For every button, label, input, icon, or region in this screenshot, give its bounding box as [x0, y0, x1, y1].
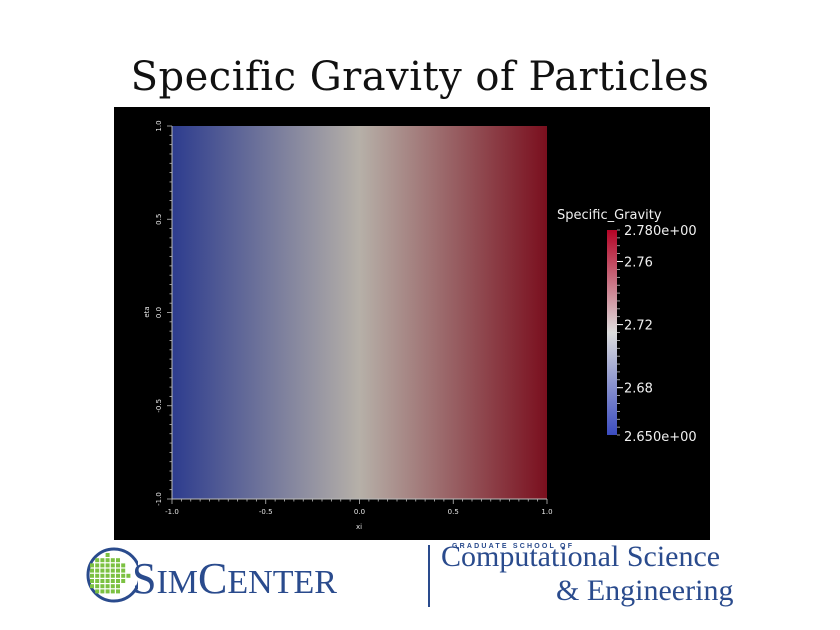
globe-dot	[105, 558, 110, 563]
globe-dot	[121, 563, 126, 568]
globe-dot	[105, 584, 110, 589]
globe-dot	[110, 584, 115, 589]
globe-dot	[90, 568, 94, 573]
globe-dot	[110, 573, 115, 578]
globe-dot	[90, 573, 94, 578]
x-tick-label: -0.5	[259, 508, 273, 516]
globe-dot	[95, 579, 100, 583]
globe-dot	[105, 563, 110, 568]
globe-dot	[116, 563, 120, 568]
globe-dot	[95, 589, 100, 594]
globe-dot	[116, 584, 120, 589]
globe-dot	[110, 558, 115, 563]
globe-dot	[100, 573, 105, 578]
globe-dot	[105, 589, 110, 594]
globe-dot	[116, 589, 120, 594]
x-tick-label: 1.0	[541, 508, 552, 516]
globe-dot	[100, 584, 105, 589]
graduate-school-label: GRADUATE SCHOOL OF	[452, 543, 575, 550]
field-heatmap	[172, 126, 547, 499]
y-axis-label: eta	[143, 306, 151, 317]
simcenter-globe-logo	[86, 547, 138, 603]
globe-dot	[95, 563, 100, 568]
colorbar-tick-label: 2.76	[624, 256, 653, 271]
y-tick-label: 0.5	[155, 214, 163, 225]
slide-title: Specific Gravity of Particles	[130, 54, 710, 100]
x-tick-label: 0.5	[448, 508, 459, 516]
globe-dot	[105, 573, 110, 578]
globe-dot	[110, 589, 115, 594]
x-tick-label: -1.0	[165, 508, 179, 516]
cs-line2: & Engineering	[556, 574, 734, 607]
globe-dot	[90, 563, 94, 568]
globe-dot	[90, 579, 94, 583]
globe-dot	[121, 579, 126, 583]
globe-dot	[110, 563, 115, 568]
globe-dot	[100, 579, 105, 583]
globe-dot	[121, 568, 126, 573]
globe-dot	[105, 579, 110, 583]
y-tick-label: -1.0	[155, 492, 163, 506]
y-tick-label: -0.5	[155, 399, 163, 413]
globe-dot	[116, 573, 120, 578]
globe-dot	[116, 558, 120, 563]
logo-divider	[428, 545, 430, 607]
globe-dots	[90, 553, 131, 594]
colorbar-tick-label: 2.72	[624, 319, 653, 334]
y-tick-label: 1.0	[155, 120, 163, 131]
simcenter-im: IM	[156, 564, 199, 601]
globe-dot	[110, 568, 115, 573]
x-tick-label: 0.0	[354, 508, 365, 516]
colorbar-ticks: 2.68 2.72 2.76	[617, 229, 653, 436]
colorbar-max-label: 2.780e+00	[624, 224, 697, 239]
globe-dot	[95, 584, 100, 589]
simcenter-s: S	[132, 554, 157, 603]
globe-dot	[100, 589, 105, 594]
x-axis-label: xi	[356, 523, 362, 531]
axes: -1.0 -0.5 0.0 0.5 1.0 -1.0 -0.5 0.0 0.5 1.0	[155, 120, 553, 516]
globe-dot	[95, 568, 100, 573]
globe-dot	[121, 573, 126, 578]
globe-dot	[100, 568, 105, 573]
globe-dot	[100, 563, 105, 568]
colorbar-min-label: 2.650e+00	[624, 430, 697, 445]
simcenter-wordmark: SIMCENTER	[132, 557, 337, 601]
plot-panel: -1.0 -0.5 0.0 0.5 1.0 -1.0 -0.5 0.0 0.5 1.0 xi et…	[114, 107, 710, 540]
simcenter-c: C	[198, 554, 228, 603]
globe-dot	[95, 573, 100, 578]
globe-dot	[105, 568, 110, 573]
plot-svg: -1.0 -0.5 0.0 0.5 1.0 -1.0 -0.5 0.0 0.5 1.0 xi et…	[143, 120, 697, 531]
cs-line1: Computational Science	[441, 540, 721, 573]
colorbar-tick-label: 2.68	[624, 382, 653, 397]
globe-dot	[126, 573, 131, 578]
globe-dot	[116, 579, 120, 583]
globe-dot	[110, 579, 115, 583]
globe-dot	[95, 558, 100, 563]
globe-dot	[105, 553, 110, 557]
globe-dot	[116, 568, 120, 573]
y-tick-label: 0.0	[155, 307, 163, 318]
simcenter-enter: ENTER	[227, 564, 337, 601]
globe-dot	[100, 558, 105, 563]
globe-dot	[90, 584, 94, 589]
colorbar-title: Specific_Gravity	[557, 208, 662, 223]
colorbar	[607, 230, 617, 435]
